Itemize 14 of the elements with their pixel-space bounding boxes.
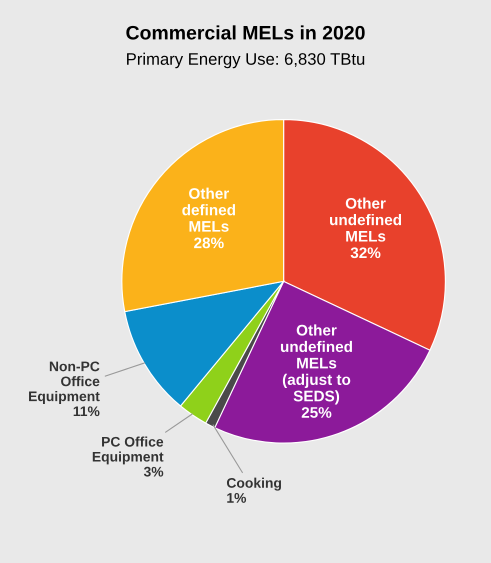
chart-subtitle: Primary Energy Use: 6,830 TBtu — [127, 52, 364, 68]
slice-label: Other undefined MELs (adjust to SEDS) — [280, 324, 352, 404]
slice-label: Non-PC Office Equipment — [29, 361, 100, 404]
data-label: 1% — [227, 493, 246, 503]
data-label: 32% — [350, 247, 380, 258]
slice-label: PC Office Equipment — [92, 436, 164, 464]
slice-label: Cooking — [226, 478, 281, 491]
data-label: 28% — [194, 237, 224, 248]
slice-label: Other undefined MELs — [330, 198, 402, 242]
data-label: 11% — [74, 406, 100, 416]
data-label: 3% — [144, 466, 164, 477]
chart-title: Commercial MELs in 2020 — [126, 25, 365, 40]
data-label: 25% — [302, 407, 332, 418]
slice-label: Other defined MELs — [182, 188, 236, 232]
